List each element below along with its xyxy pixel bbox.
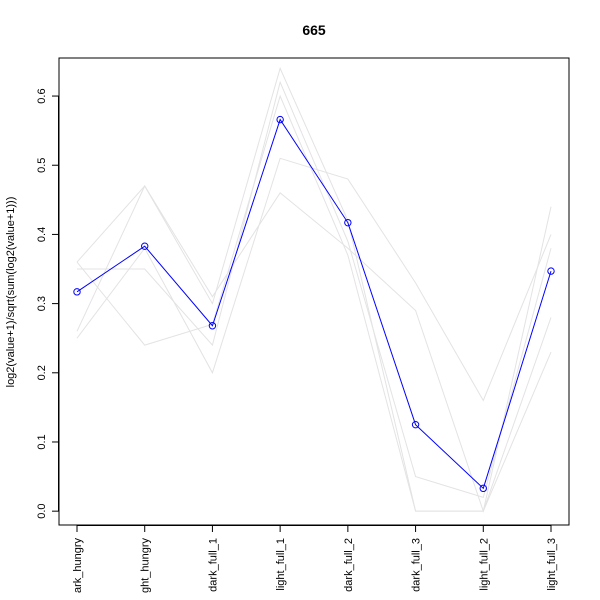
highlight-series-line — [76, 118, 552, 490]
background-series-line-2 — [76, 157, 552, 402]
y-axis-label: log2(value+1)/sqrt(sum(log2(value+1))) — [5, 197, 17, 388]
plot-frame — [58, 57, 570, 526]
background-series-group — [76, 66, 552, 513]
data-point-light-hungry — [141, 242, 149, 250]
x-tick-label-light-full-2: light_full_2 — [478, 538, 490, 591]
x-tick-label-light-full-1: light_full_1 — [275, 538, 287, 591]
x-axis: ark_hungry ght_hungry dark_full_1 light_ful… — [72, 525, 558, 593]
background-series-line-4 — [76, 94, 552, 512]
background-series-line-5 — [77, 80, 552, 498]
data-point-dark-hungry — [73, 288, 81, 296]
x-tick-label-dark-hungry: ark_hungry — [72, 538, 84, 594]
data-point-light-full-3 — [547, 267, 555, 275]
x-tick-label-dark-full-2: dark_full_2 — [343, 538, 355, 592]
y-tick-label: 0.2 — [36, 365, 48, 380]
highlight-series-group — [73, 115, 555, 493]
chart-title: 665 — [302, 22, 326, 38]
y-tick-label: 0.6 — [36, 88, 48, 103]
y-tick-label: 0.0 — [36, 504, 48, 519]
y-tick-label: 0.3 — [36, 296, 48, 311]
y-tick-label: 0.5 — [36, 158, 48, 173]
x-tick-label-light-hungry: ght_hungry — [140, 538, 152, 594]
data-point-dark-full-1 — [208, 322, 217, 330]
data-point-light-full-1 — [276, 115, 284, 124]
y-tick-label: 0.4 — [36, 227, 48, 242]
y-axis: 0.0 0.1 0.2 0.3 0.4 0.5 0.6 — [36, 88, 59, 519]
plot-area — [73, 66, 555, 513]
x-tick-label-dark-full-1: dark_full_1 — [207, 538, 219, 592]
data-point-dark-full-3 — [411, 420, 420, 429]
y-tick-label: 0.1 — [36, 434, 48, 449]
background-series-line-3 — [76, 184, 552, 513]
x-tick-label-dark-full-3: dark_full_3 — [411, 538, 423, 592]
background-series-line-1 — [76, 66, 552, 512]
data-point-light-full-2 — [479, 484, 487, 493]
x-tick-label-light-full-3: light_full_3 — [546, 538, 558, 591]
data-point-dark-full-2 — [344, 218, 352, 227]
